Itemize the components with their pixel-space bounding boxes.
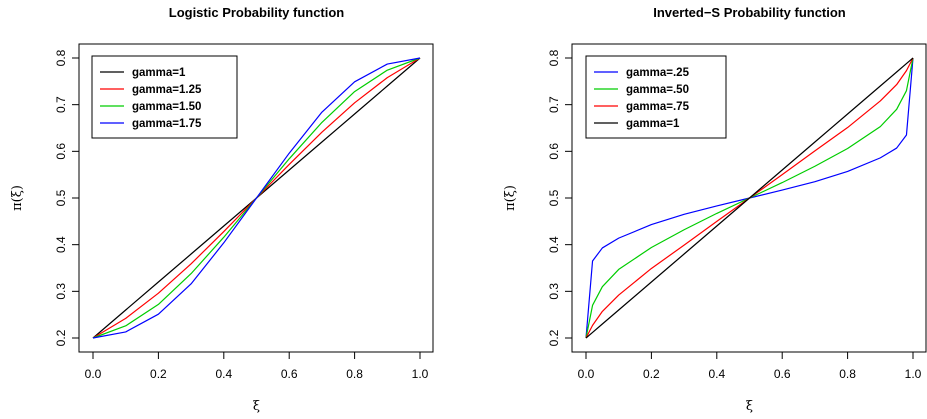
x-tick-label: 0.4: [215, 367, 232, 381]
legend-box: [91, 55, 238, 139]
x-tick-label: 0.8: [346, 367, 363, 381]
y-tick-label: 0.4: [54, 236, 68, 253]
x-tick-label: 0.8: [839, 367, 856, 381]
legend-label: gamma=1.75: [132, 118, 202, 130]
y-tick-label: 0.8: [54, 49, 68, 66]
y-tick-label: 0.7: [54, 96, 68, 113]
chart-inverted-s: Inverted−S Probability function ξ π(ξ) 0…: [503, 5, 927, 414]
legend: gamma=.25 gamma=.50 gamma=.75 gamma=1: [585, 55, 727, 139]
y-tick-label: 0.6: [547, 143, 561, 160]
y-tick-label: 0.3: [547, 283, 561, 300]
legend-label: gamma=1.25: [132, 84, 202, 96]
legend-label: gamma=.50: [626, 84, 689, 96]
x-tick-label: 0.6: [774, 367, 791, 381]
y-tick-label: 0.3: [54, 283, 68, 300]
series-line-gamma=1: [585, 57, 914, 339]
x-tick-label: 0.2: [150, 367, 167, 381]
y-tick-label: 0.2: [54, 329, 68, 346]
y-tick-label: 0.5: [54, 189, 68, 206]
legend-label: gamma=1.50: [132, 101, 201, 113]
y-tick-label: 0.8: [547, 49, 561, 66]
x-axis-label: ξ: [746, 399, 753, 414]
legend-box: [585, 55, 727, 139]
y-tick-label: 0.4: [547, 236, 561, 253]
x-tick-label: 0.0: [85, 367, 102, 381]
legend-label: gamma=.25: [626, 67, 690, 79]
y-tick-label: 0.6: [54, 143, 68, 160]
x-tick-label: 0.6: [281, 367, 298, 381]
x-tick-label: 1.0: [412, 367, 429, 381]
legend: gamma=1 gamma=1.25 gamma=1.50 gamma=1.75: [91, 55, 238, 139]
y-axis-label: π(ξ): [503, 185, 518, 211]
y-tick-label: 0.5: [547, 189, 561, 206]
x-tick-label: 0.4: [708, 367, 725, 381]
x-tick-label: 0.2: [643, 367, 660, 381]
legend-label: gamma=1: [132, 67, 186, 79]
chart-title: Inverted−S Probability function: [653, 5, 846, 20]
series-line-gamma=1.75: [92, 57, 421, 339]
legend-label: gamma=1: [626, 118, 680, 130]
x-axis-label: ξ: [253, 399, 260, 414]
x-tick-label: 1.0: [905, 367, 922, 381]
legend-label: gamma=.75: [626, 101, 690, 113]
y-tick-label: 0.2: [547, 329, 561, 346]
chart-logistic: Logistic Probability function ξ π(ξ) 0.0…: [10, 5, 434, 414]
chart-title: Logistic Probability function: [169, 5, 345, 20]
y-axis-label: π(ξ): [10, 185, 25, 211]
x-tick-label: 0.0: [578, 367, 595, 381]
y-tick-label: 0.7: [547, 96, 561, 113]
